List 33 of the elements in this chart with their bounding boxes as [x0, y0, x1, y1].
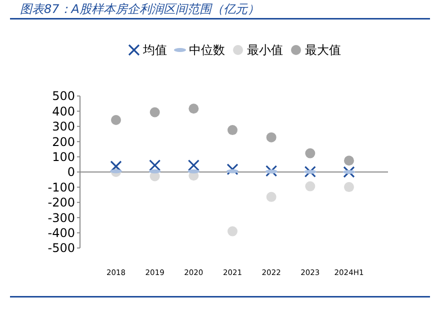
chart-title: 图表87：A股样本房企利润区间范围（亿元） — [20, 2, 260, 16]
y-tick-label: 0 — [67, 165, 75, 180]
y-tick-label: -200 — [48, 196, 75, 210]
y-tick-label: 200 — [52, 134, 75, 149]
point — [188, 104, 199, 114]
y-tick-label: 100 — [52, 150, 75, 164]
y-tick-label: 400 — [52, 104, 75, 118]
legend-label: 最小值 — [247, 43, 283, 58]
point — [266, 192, 276, 202]
y-tick-label: -500 — [48, 241, 75, 256]
point — [343, 166, 355, 178]
point — [111, 115, 121, 126]
legend-label: 均值 — [142, 43, 167, 58]
point — [344, 182, 354, 192]
point — [305, 148, 316, 158]
point — [188, 160, 200, 172]
point — [304, 166, 316, 178]
y-tick-label: -100 — [48, 180, 75, 194]
y-tick-label: 500 — [52, 89, 75, 104]
point — [266, 165, 278, 177]
point — [150, 107, 160, 118]
point — [305, 181, 316, 192]
point — [266, 132, 276, 142]
y-tick-label: -400 — [48, 226, 75, 240]
legend-label: 中位数 — [189, 43, 225, 58]
point — [228, 226, 238, 236]
y-tick-label: -300 — [48, 210, 75, 225]
point — [228, 125, 238, 136]
y-tick-label: 300 — [52, 120, 75, 134]
point — [226, 163, 238, 176]
legend-label: 最大值 — [305, 43, 341, 58]
point — [344, 156, 354, 166]
point — [149, 160, 161, 172]
